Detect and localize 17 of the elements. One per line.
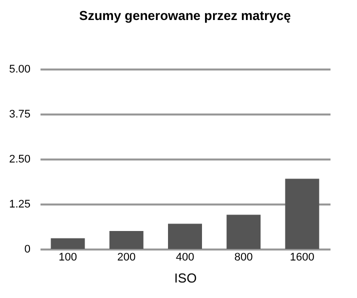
bar (226, 214, 261, 249)
bar (285, 178, 320, 249)
chart-title: Szumy generowane przez matrycę (79, 8, 291, 23)
x-tick-label: 400 (176, 252, 194, 264)
y-tick-label: 0 (24, 244, 30, 256)
y-tick-label: 2.50 (9, 154, 30, 166)
x-tick-label: 100 (58, 252, 78, 264)
y-tick-label: 1.25 (9, 198, 30, 210)
bar (50, 238, 85, 249)
y-tick-label: 3.75 (9, 108, 30, 120)
x-axis-title: ISO (174, 270, 197, 286)
x-tick-label: 200 (117, 252, 136, 264)
y-tick-label: 5.00 (9, 64, 30, 76)
bar (168, 224, 202, 249)
x-tick-label: 800 (234, 252, 253, 264)
bar (109, 231, 144, 249)
x-tick-label: 1600 (290, 252, 314, 264)
